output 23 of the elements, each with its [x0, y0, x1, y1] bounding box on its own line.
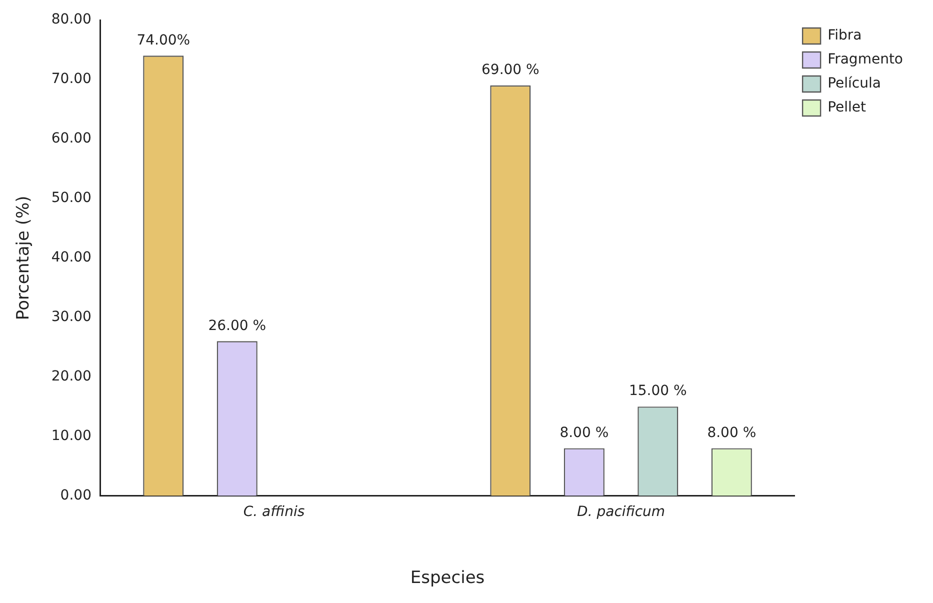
data-label: 26.00 % — [208, 318, 266, 334]
x-tick-label: C. affinis — [243, 504, 305, 520]
y-axis-title: Porcentaje (%) — [14, 196, 34, 320]
y-tick-label: 50.00 — [51, 190, 92, 206]
y-tick-label: 80.00 — [51, 12, 92, 28]
legend-label: Fibra — [828, 28, 862, 44]
legend-label: Fragmento — [828, 52, 904, 68]
data-label: 8.00 % — [560, 424, 609, 441]
legend-label: Película — [828, 76, 881, 92]
data-label: 8.00 % — [707, 424, 756, 441]
data-label: 69.00 % — [482, 62, 540, 78]
legend-label: Pellet — [828, 100, 867, 116]
y-tick-label: 0.00 — [60, 487, 92, 504]
x-tick-label: D. pacificum — [577, 504, 666, 520]
y-tick-label: 60.00 — [51, 130, 92, 147]
data-label: 74.00% — [136, 32, 190, 48]
data-label: 15.00 % — [628, 383, 687, 400]
y-tick-label: 10.00 — [51, 428, 92, 444]
x-axis-title: Especies — [410, 568, 485, 588]
y-tick-label: 20.00 — [51, 368, 92, 384]
y-tick-label: 30.00 — [51, 309, 92, 326]
y-tick-label: 40.00 — [51, 250, 92, 266]
y-tick-label: 70.00 — [51, 71, 92, 88]
